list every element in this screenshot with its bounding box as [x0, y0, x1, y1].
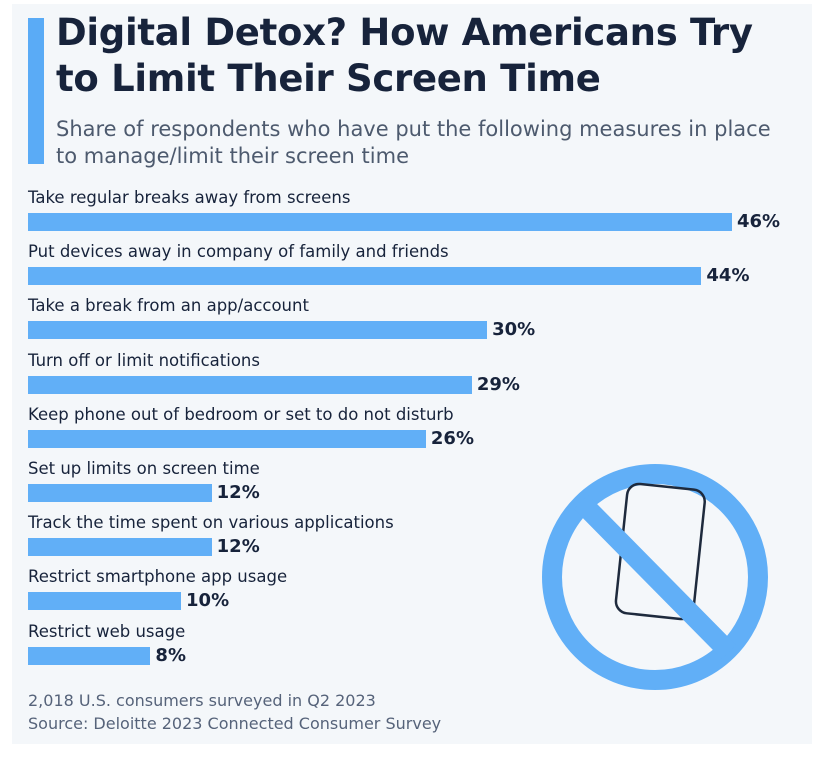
survey-note: 2,018 U.S. consumers surveyed in Q2 2023	[28, 691, 376, 710]
bar-label: Restrict web usage	[28, 621, 186, 641]
bar-label: Keep phone out of bedroom or set to do n…	[28, 404, 454, 424]
bar	[28, 321, 488, 340]
chart-subtitle: Share of respondents who have put the fo…	[56, 117, 771, 168]
bar-value-label: 26%	[430, 427, 474, 449]
bar-label: Put devices away in company of family an…	[28, 242, 449, 262]
source-note: Source: Deloitte 2023 Connected Consumer…	[28, 714, 442, 733]
bar-value-label: 44%	[706, 265, 750, 287]
title-accent-bar	[28, 18, 44, 164]
bar-value-label: 10%	[186, 590, 230, 612]
bar-label: Restrict smartphone app usage	[28, 567, 288, 587]
no-smartphone-icon	[542, 464, 768, 690]
bar-value-label: 46%	[737, 211, 781, 232]
bar	[28, 267, 702, 286]
chart-title: Digital Detox? How Americans Try to Limi…	[56, 11, 753, 100]
prohibition-circle	[542, 464, 768, 690]
prohibition-slash	[573, 494, 737, 660]
bar	[28, 646, 151, 665]
bar-value-label: 8%	[155, 644, 186, 666]
bar	[28, 592, 182, 611]
bar-label: Take a break from an app/account	[28, 296, 309, 316]
bar-label: Set up limits on screen time	[28, 459, 260, 478]
bar	[28, 429, 426, 448]
bar-value-label: 12%	[216, 482, 260, 503]
bar	[28, 484, 212, 502]
bar	[28, 375, 472, 394]
bar-value-label: 29%	[476, 373, 520, 395]
footnote: 2,018 U.S. consumers surveyed in Q2 2023…	[28, 689, 441, 735]
bar-label: Track the time spent on various applicat…	[28, 513, 394, 533]
bar-value-label: 12%	[216, 536, 260, 558]
infographic-card	[12, 4, 812, 744]
bar-label: Take regular breaks away from screens	[28, 188, 351, 207]
bar-value-label: 30%	[492, 319, 536, 341]
bar-label: Turn off or limit notifications	[28, 350, 260, 370]
bar	[28, 213, 732, 231]
bar	[28, 538, 212, 557]
